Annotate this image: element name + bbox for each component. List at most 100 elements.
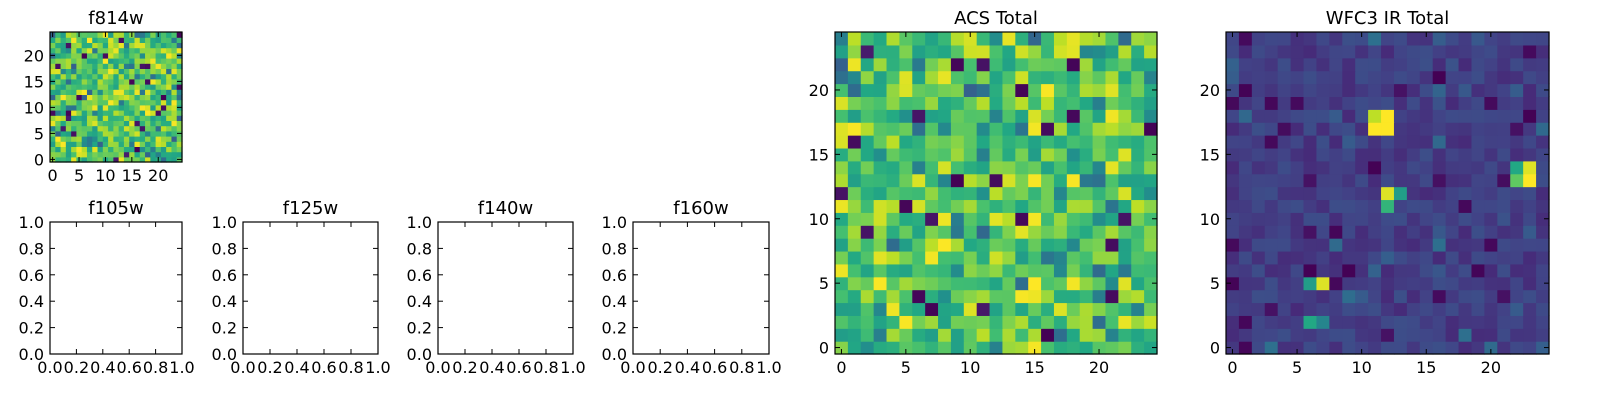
heatmap-cell bbox=[129, 141, 136, 147]
heatmap-cell bbox=[976, 32, 991, 46]
heatmap-cell bbox=[150, 99, 157, 106]
heatmap-cell bbox=[139, 37, 146, 43]
heatmap-cell bbox=[860, 57, 875, 72]
heatmap-cell bbox=[1497, 147, 1511, 162]
heatmap-cell bbox=[102, 89, 109, 95]
heatmap-cell bbox=[1523, 238, 1537, 252]
heatmap-cell bbox=[938, 238, 952, 252]
heatmap-cell bbox=[129, 89, 136, 95]
heatmap-cell bbox=[1264, 328, 1279, 342]
heatmap-cell bbox=[1277, 160, 1292, 175]
heatmap-cell bbox=[1458, 289, 1473, 304]
heatmap-cell bbox=[1092, 225, 1107, 239]
heatmap-cell bbox=[1002, 250, 1016, 265]
heatmap-cell bbox=[1484, 212, 1498, 226]
heatmap-cell bbox=[166, 78, 173, 85]
heatmap-cell bbox=[1510, 289, 1524, 304]
heatmap-cell bbox=[1393, 289, 1408, 304]
heatmap-cell bbox=[1406, 186, 1421, 201]
heatmap-cell bbox=[113, 84, 120, 90]
heatmap-cell bbox=[81, 130, 88, 137]
heatmap-cell bbox=[1105, 212, 1119, 226]
heatmap-cell bbox=[60, 99, 67, 106]
heatmap-cell bbox=[860, 238, 875, 252]
heatmap-cell bbox=[1445, 96, 1460, 110]
heatmap-cell bbox=[1432, 122, 1447, 136]
heatmap-cell bbox=[1419, 173, 1434, 188]
heatmap-cell bbox=[1226, 328, 1240, 342]
heatmap-cell bbox=[976, 135, 991, 149]
heatmap-cell bbox=[912, 160, 926, 175]
heatmap-cell bbox=[166, 32, 173, 38]
heatmap-cell bbox=[1432, 109, 1447, 123]
heatmap-cell bbox=[97, 146, 104, 153]
heatmap-cell bbox=[166, 156, 173, 163]
heatmap-cell bbox=[1144, 135, 1158, 149]
heatmap-cell bbox=[1342, 109, 1356, 123]
heatmap-cell bbox=[55, 130, 62, 137]
heatmap-cell bbox=[1381, 238, 1395, 252]
heatmap-cell bbox=[60, 47, 67, 54]
heatmap-cell bbox=[1226, 70, 1240, 85]
heatmap-cell bbox=[860, 263, 875, 278]
heatmap-cell bbox=[1381, 186, 1395, 201]
heatmap-cell bbox=[118, 42, 125, 49]
heatmap-cell bbox=[1471, 160, 1485, 175]
heatmap-cell bbox=[1105, 44, 1119, 59]
heatmap-cell bbox=[1226, 147, 1240, 162]
heatmap-cell bbox=[1445, 263, 1460, 278]
heatmap-cell bbox=[1432, 302, 1447, 316]
heatmap-cell bbox=[1264, 186, 1279, 201]
heatmap-cell bbox=[938, 147, 952, 162]
heatmap-cell bbox=[1251, 315, 1266, 329]
heatmap-cell bbox=[1041, 341, 1055, 355]
heatmap-cell bbox=[1118, 96, 1132, 110]
heatmap-cell bbox=[1226, 225, 1240, 239]
heatmap-cell bbox=[1079, 96, 1094, 110]
heatmap-cell bbox=[938, 122, 952, 136]
heatmap-cell bbox=[76, 89, 83, 95]
heatmap-cell bbox=[1329, 96, 1343, 110]
heatmap-cell bbox=[1510, 96, 1524, 110]
heatmap-cell bbox=[1381, 83, 1395, 97]
y-tick-label: 0 bbox=[1210, 339, 1220, 358]
heatmap-cell bbox=[129, 120, 136, 127]
heatmap-cell bbox=[912, 302, 926, 316]
heatmap-cell bbox=[134, 125, 141, 132]
heatmap-cell bbox=[1471, 212, 1485, 226]
heatmap-cell bbox=[1523, 147, 1537, 162]
heatmap-cell bbox=[108, 115, 114, 121]
heatmap-cell bbox=[166, 104, 173, 111]
heatmap-cell bbox=[76, 146, 83, 153]
y-tick-label: 0.8 bbox=[602, 239, 627, 258]
heatmap-cell bbox=[873, 96, 888, 110]
heatmap-cell bbox=[1329, 83, 1343, 97]
heatmap-cell bbox=[1226, 109, 1240, 123]
heatmap-cell bbox=[1355, 328, 1369, 342]
heatmap-cell bbox=[65, 130, 72, 137]
heatmap-cell bbox=[1277, 135, 1292, 149]
heatmap-cell bbox=[1053, 238, 1068, 252]
heatmap-cell bbox=[1105, 122, 1119, 136]
heatmap-cell bbox=[1484, 122, 1498, 136]
heatmap-cell bbox=[65, 94, 72, 101]
heatmap-cell bbox=[1342, 57, 1356, 72]
heatmap-cell bbox=[171, 68, 178, 75]
heatmap-cell bbox=[1368, 263, 1382, 278]
heatmap-cell bbox=[150, 141, 157, 147]
heatmap-cell bbox=[976, 96, 991, 110]
heatmap-cell bbox=[1303, 199, 1318, 213]
heatmap-cell bbox=[1028, 276, 1042, 291]
heatmap-cell bbox=[71, 42, 77, 49]
heatmap-cell bbox=[113, 125, 120, 132]
heatmap-cell bbox=[1484, 173, 1498, 188]
heatmap-cell bbox=[1342, 328, 1356, 342]
heatmap-cell bbox=[81, 156, 88, 163]
heatmap-cell bbox=[1118, 44, 1132, 59]
heatmap-cell bbox=[1066, 302, 1081, 316]
heatmap-cell bbox=[1290, 238, 1305, 252]
heatmap-cell bbox=[873, 160, 888, 175]
heatmap-cell bbox=[81, 37, 88, 43]
heatmap-cell bbox=[912, 263, 926, 278]
heatmap-cell bbox=[123, 84, 130, 90]
